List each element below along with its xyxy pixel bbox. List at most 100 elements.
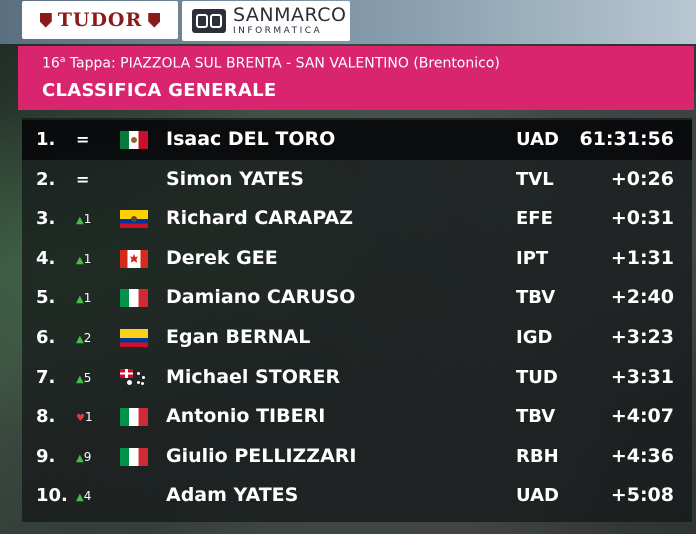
position-change-value: 9 [83,449,92,464]
team-code: TBV [516,406,556,428]
gap-time: +3:23 [610,326,674,348]
table-row: 3. ▲1 Richard CARAPAZ EFE +0:31 [22,199,692,239]
rider-name: Richard CARAPAZ [166,207,353,230]
position-change: ▲4 [76,489,112,503]
sponsor-bar: TUDOR SANMARCO INFORMATICA [0,0,696,44]
position-change: ▲9 [76,450,112,464]
team-code: UAD [516,129,559,150]
stage-ordinal: a [59,55,66,65]
gap-time: 61:31:56 [579,128,674,150]
rank-position: 4. [36,247,56,269]
position-change-value: 1 [83,212,92,227]
gap-time: +2:40 [610,286,674,309]
rank-position: 8. [36,406,56,428]
team-code: TVL [516,168,554,190]
it-flag-icon [120,408,148,427]
team-code: TUD [516,366,558,388]
table-row: 7. ▲5 Michael STORER TUD +3:31 [22,358,692,398]
standings-table: 1. = Isaac DEL TORO UAD 61:31:56 2. = Simon YAT… [22,118,692,522]
standings-header: 16a Tappa: PIAZZOLA SUL BRENTA - SAN VAL… [18,46,694,110]
equals-icon: = [76,169,90,189]
shield-icon [148,12,161,28]
gap-time: +5:08 [610,484,674,507]
triangle-up-icon: ▲ [76,334,84,345]
gap-time: +3:31 [610,365,674,388]
triangle-up-icon: ▲ [76,492,84,504]
rank-position: 1. [36,129,56,150]
position-change-value: 1 [83,251,92,266]
stage-number: 16 [42,55,60,72]
rider-name: Damiano CARUSO [166,286,356,309]
position-change: ▲1 [76,252,112,266]
table-row: 8. ♥1 Antonio TIBERI TBV +4:07 [22,397,692,437]
rider-name: Isaac DEL TORO [166,128,336,150]
gap-time: +4:07 [610,405,674,428]
position-change-value: 1 [84,410,93,425]
ca-flag-icon [120,249,148,268]
position-change-value: 1 [83,291,92,306]
ec-flag-icon [120,210,148,229]
rank-position: 10. [36,485,68,507]
position-change: ▲1 [76,212,112,226]
triangle-up-icon: ▲ [76,452,84,464]
rider-name: Giulio PELLIZZARI [166,444,357,467]
table-row: 1. = Isaac DEL TORO UAD 61:31:56 [22,120,692,160]
triangle-up-icon: ▲ [76,373,84,385]
rider-name: Michael STORER [166,365,341,388]
rider-name: Simon YATES [166,167,304,190]
rider-name: Antonio TIBERI [166,405,326,428]
team-code: IGD [516,327,553,348]
rank-position: 6. [36,327,56,348]
position-change: ▲5 [76,371,112,385]
it-flag-icon [120,447,148,466]
team-code: UAD [516,485,559,507]
rank-position: 7. [36,366,56,388]
sanmarco-logo: SANMARCO INFORMATICA [182,1,350,41]
sanmarco-sub: INFORMATICA [233,26,323,36]
sanmarco-mark-icon [192,9,226,33]
team-code: TBV [516,287,556,309]
rider-name: Adam YATES [166,484,299,507]
position-change-value: 2 [83,331,92,345]
stage-route: PIAZZOLA SUL BRENTA - SAN VALENTINO (Bre… [120,55,500,72]
position-change: ▲2 [76,331,112,345]
triangle-down-icon: ♥ [76,413,85,425]
tudor-logo: TUDOR [22,1,178,39]
gap-time: +4:36 [610,444,674,467]
shield-icon [39,12,52,28]
gap-time: +1:31 [610,246,674,269]
rider-name: Egan BERNAL [166,326,311,348]
stage-word: Tappa: [69,55,116,72]
position-change: = [76,169,112,192]
mx-flag-icon [120,131,148,149]
co-flag-icon [120,329,148,347]
team-code: EFE [516,208,553,230]
table-row: 9. ▲9 Giulio PELLIZZARI RBH +4:36 [22,437,692,477]
triangle-up-icon: ▲ [76,294,84,306]
triangle-up-icon: ▲ [76,215,84,227]
position-change-value: 5 [83,370,92,385]
position-change: ▲1 [76,291,112,305]
rider-name: Derek GEE [166,246,278,269]
team-code: RBH [516,445,559,467]
table-row: 10. ▲4 Adam YATES UAD +5:08 [22,476,692,516]
rank-position: 9. [36,445,56,467]
position-change: ♥1 [76,410,112,424]
sanmarco-name: SANMARCO [233,4,347,26]
table-row: 5. ▲1 Damiano CARUSO TBV +2:40 [22,278,692,318]
gap-time: +0:26 [610,167,674,190]
equals-icon: = [76,130,90,149]
table-row: 4. ▲1 Derek GEE IPT +1:31 [22,239,692,279]
stage-info: 16a Tappa: PIAZZOLA SUL BRENTA - SAN VAL… [42,55,500,72]
team-code: IPT [516,247,549,269]
page-title: CLASSIFICA GENERALE [42,80,277,101]
rank-position: 3. [36,208,56,230]
position-change-value: 4 [83,489,92,504]
it-flag-icon [120,289,148,308]
triangle-up-icon: ▲ [76,254,84,266]
position-change: = [76,130,112,152]
table-row: 2. = Simon YATES TVL +0:26 [22,160,692,200]
gap-time: +0:31 [610,207,674,230]
table-row: 6. ▲2 Egan BERNAL IGD +3:23 [22,318,692,358]
rank-position: 5. [36,287,56,309]
